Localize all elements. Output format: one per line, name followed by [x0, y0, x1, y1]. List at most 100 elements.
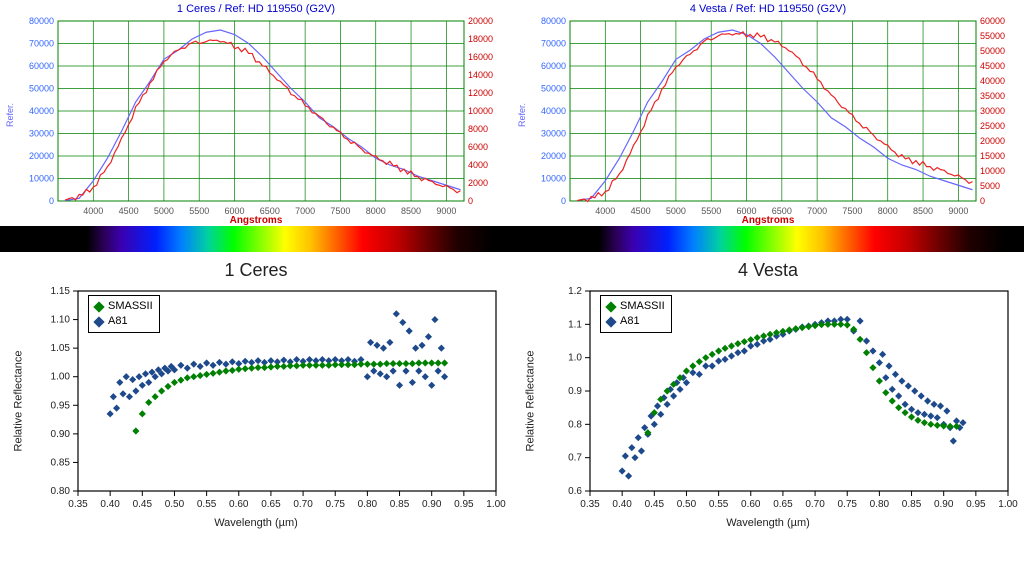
- svg-text:6500: 6500: [260, 206, 280, 216]
- svg-text:50000: 50000: [29, 84, 54, 94]
- svg-text:0.95: 0.95: [966, 499, 986, 510]
- legend-label: SMASSII: [620, 299, 665, 314]
- svg-text:5500: 5500: [189, 206, 209, 216]
- svg-text:8500: 8500: [913, 206, 933, 216]
- svg-text:9000: 9000: [948, 206, 968, 216]
- bot-left-xlabel: Wavelength (µm): [0, 517, 512, 529]
- svg-text:10000: 10000: [541, 174, 566, 184]
- svg-text:1.2: 1.2: [568, 286, 582, 297]
- bot-right-panel: 4 Vesta Relative Reflectance 0.350.400.4…: [512, 252, 1024, 529]
- spectrum-right: [512, 226, 1024, 252]
- svg-text:0.50: 0.50: [677, 499, 697, 510]
- legend-item-smass: SMASSII: [95, 299, 153, 314]
- svg-text:20000: 20000: [980, 136, 1005, 146]
- svg-text:6500: 6500: [772, 206, 792, 216]
- svg-text:9000: 9000: [436, 206, 456, 216]
- svg-text:0: 0: [468, 196, 473, 206]
- svg-text:0.60: 0.60: [741, 499, 761, 510]
- top-left-title: 1 Ceres / Ref: HD 119550 (G2V): [0, 3, 512, 15]
- svg-text:5000: 5000: [980, 181, 1000, 191]
- svg-text:6000: 6000: [737, 206, 757, 216]
- svg-text:0.70: 0.70: [805, 499, 825, 510]
- bot-right-xlabel: Wavelength (µm): [512, 517, 1024, 529]
- svg-text:5500: 5500: [701, 206, 721, 216]
- svg-text:60000: 60000: [29, 61, 54, 71]
- legend-item-a81: A81: [95, 314, 153, 329]
- svg-text:10000: 10000: [468, 106, 493, 116]
- bot-left-title: 1 Ceres: [0, 260, 512, 281]
- svg-text:0.80: 0.80: [51, 486, 71, 497]
- svg-text:0.90: 0.90: [422, 499, 442, 510]
- svg-text:8000: 8000: [878, 206, 898, 216]
- svg-text:0.35: 0.35: [68, 499, 88, 510]
- svg-text:30000: 30000: [29, 129, 54, 139]
- svg-text:1.1: 1.1: [568, 319, 582, 330]
- svg-text:40000: 40000: [980, 76, 1005, 86]
- svg-text:0.45: 0.45: [133, 499, 153, 510]
- svg-text:0.85: 0.85: [390, 499, 410, 510]
- svg-text:25000: 25000: [980, 121, 1005, 131]
- svg-text:1.10: 1.10: [51, 315, 71, 326]
- spectrum-bar: [0, 226, 1024, 252]
- svg-text:12000: 12000: [468, 88, 493, 98]
- bot-right-title: 4 Vesta: [512, 260, 1024, 281]
- bot-left-panel: 1 Ceres Relative Reflectance 0.350.400.4…: [0, 252, 512, 529]
- svg-text:7500: 7500: [842, 206, 862, 216]
- svg-text:0.65: 0.65: [261, 499, 281, 510]
- svg-text:80000: 80000: [541, 17, 566, 26]
- top-right-ylabel: Refer.: [517, 103, 527, 127]
- svg-text:0.35: 0.35: [580, 499, 600, 510]
- bot-right-ylabel: Relative Reflectance: [524, 351, 536, 452]
- bot-left-chart: 0.350.400.450.500.550.600.650.700.750.80…: [0, 285, 512, 515]
- svg-text:0: 0: [49, 196, 54, 206]
- legend-item-smass: SMASSII: [607, 299, 665, 314]
- svg-text:1.0: 1.0: [568, 353, 582, 364]
- svg-text:40000: 40000: [541, 106, 566, 116]
- bottom-row: 1 Ceres Relative Reflectance 0.35 0.40 0.4…: [0, 252, 1024, 529]
- svg-text:0.95: 0.95: [454, 499, 474, 510]
- svg-text:0.40: 0.40: [612, 499, 632, 510]
- svg-text:0.75: 0.75: [837, 499, 857, 510]
- svg-text:1.00: 1.00: [486, 499, 506, 510]
- svg-text:18000: 18000: [468, 34, 493, 44]
- bot-left-ylabel: Relative Reflectance: [12, 351, 24, 452]
- svg-text:0.85: 0.85: [51, 457, 71, 468]
- svg-text:40000: 40000: [29, 106, 54, 116]
- svg-text:70000: 70000: [541, 39, 566, 49]
- svg-text:10000: 10000: [29, 174, 54, 184]
- legend-item-a81: A81: [607, 314, 665, 329]
- svg-text:10000: 10000: [980, 166, 1005, 176]
- svg-text:2000: 2000: [468, 178, 488, 188]
- svg-text:14000: 14000: [468, 70, 493, 80]
- legend-label: SMASSII: [108, 299, 153, 314]
- svg-text:0.9: 0.9: [568, 386, 582, 397]
- svg-text:60000: 60000: [541, 61, 566, 71]
- svg-text:4500: 4500: [119, 206, 139, 216]
- top-row: 1 Ceres / Ref: HD 119550 (G2V) Refer. 40…: [0, 0, 1024, 226]
- legend-label: A81: [108, 314, 128, 329]
- svg-text:15000: 15000: [980, 151, 1005, 161]
- svg-text:30000: 30000: [980, 106, 1005, 116]
- svg-text:0.6: 0.6: [568, 486, 582, 497]
- svg-text:0.50: 0.50: [165, 499, 185, 510]
- svg-text:1.15: 1.15: [51, 286, 71, 297]
- svg-text:6000: 6000: [225, 206, 245, 216]
- svg-text:70000: 70000: [29, 39, 54, 49]
- svg-text:45000: 45000: [980, 61, 1005, 71]
- top-right-chart: 4000450050005500600065007000750080008500…: [512, 17, 1024, 217]
- svg-text:0.60: 0.60: [229, 499, 249, 510]
- top-left-panel: 1 Ceres / Ref: HD 119550 (G2V) Refer. 40…: [0, 0, 512, 226]
- svg-text:0.55: 0.55: [197, 499, 217, 510]
- svg-text:4000: 4000: [83, 206, 103, 216]
- svg-text:0.55: 0.55: [709, 499, 729, 510]
- legend-label: A81: [620, 314, 640, 329]
- svg-text:55000: 55000: [980, 31, 1005, 41]
- bot-left-legend: SMASSII A81: [88, 295, 160, 333]
- svg-text:0.8: 0.8: [568, 419, 582, 430]
- svg-text:60000: 60000: [980, 17, 1005, 26]
- svg-text:0.90: 0.90: [934, 499, 954, 510]
- svg-text:7000: 7000: [807, 206, 827, 216]
- svg-text:1.00: 1.00: [51, 372, 71, 383]
- svg-text:0.80: 0.80: [358, 499, 378, 510]
- svg-text:8000: 8000: [468, 124, 488, 134]
